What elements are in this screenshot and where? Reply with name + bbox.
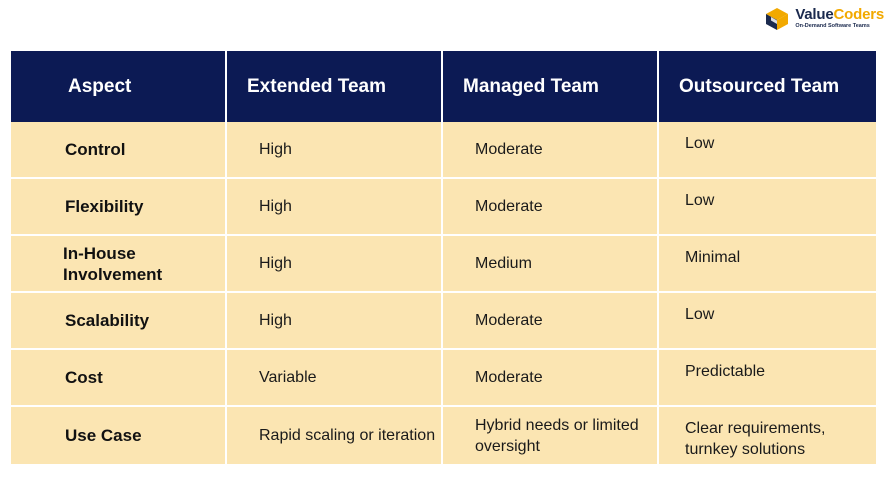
extended-cell: High — [227, 293, 443, 350]
brand-name-part2: Coders — [833, 5, 885, 23]
aspect-cell: Flexibility — [11, 179, 227, 236]
managed-cell: Moderate — [443, 293, 659, 350]
table-row: Use Case Rapid scaling or iteration Hybr… — [11, 407, 876, 464]
outsourced-cell: Low — [659, 293, 876, 350]
extended-cell: High — [227, 236, 443, 293]
extended-cell: Rapid scaling or iteration — [227, 407, 443, 464]
brand-logo: ValueCoders On-Demand Software Teams — [764, 5, 884, 31]
aspect-cell: In-House Involvement — [11, 236, 227, 293]
managed-cell: Medium — [443, 236, 659, 293]
header-extended-team: Extended Team — [227, 51, 443, 122]
outsourced-cell: Clear requirements, turnkey solutions — [659, 407, 876, 464]
table-row: Flexibility High Moderate Low — [11, 179, 876, 236]
outsourced-cell: Low — [659, 179, 876, 236]
header-outsourced-team: Outsourced Team — [659, 51, 876, 122]
aspect-cell: Use Case — [11, 407, 227, 464]
extended-cell: High — [227, 122, 443, 179]
brand-name-part1: Value — [795, 5, 834, 23]
header-aspect: Aspect — [11, 51, 227, 122]
outsourced-cell: Predictable — [659, 350, 876, 407]
team-comparison-table: Aspect Extended Team Managed Team Outsou… — [11, 51, 876, 464]
valuecoders-logo-icon — [766, 8, 789, 30]
brand-tagline: On-Demand Software Teams — [795, 22, 870, 29]
table-row: Control High Moderate Low — [11, 122, 876, 179]
managed-cell: Hybrid needs or limited oversight — [443, 407, 659, 464]
table-row: Cost Variable Moderate Predictable — [11, 350, 876, 407]
brand-name: ValueCoders — [795, 7, 884, 22]
extended-cell: High — [227, 179, 443, 236]
outsourced-cell: Low — [659, 122, 876, 179]
managed-cell: Moderate — [443, 350, 659, 407]
managed-cell: Moderate — [443, 122, 659, 179]
managed-cell: Moderate — [443, 179, 659, 236]
table-row: Scalability High Moderate Low — [11, 293, 876, 350]
header-row: Aspect Extended Team Managed Team Outsou… — [11, 51, 876, 122]
outsourced-cell: Minimal — [659, 236, 876, 293]
extended-cell: Variable — [227, 350, 443, 407]
table-row: In-House Involvement High Medium Minimal — [11, 236, 876, 293]
aspect-cell: Scalability — [11, 293, 227, 350]
header-managed-team: Managed Team — [443, 51, 659, 122]
aspect-cell: Cost — [11, 350, 227, 407]
aspect-cell: Control — [11, 122, 227, 179]
